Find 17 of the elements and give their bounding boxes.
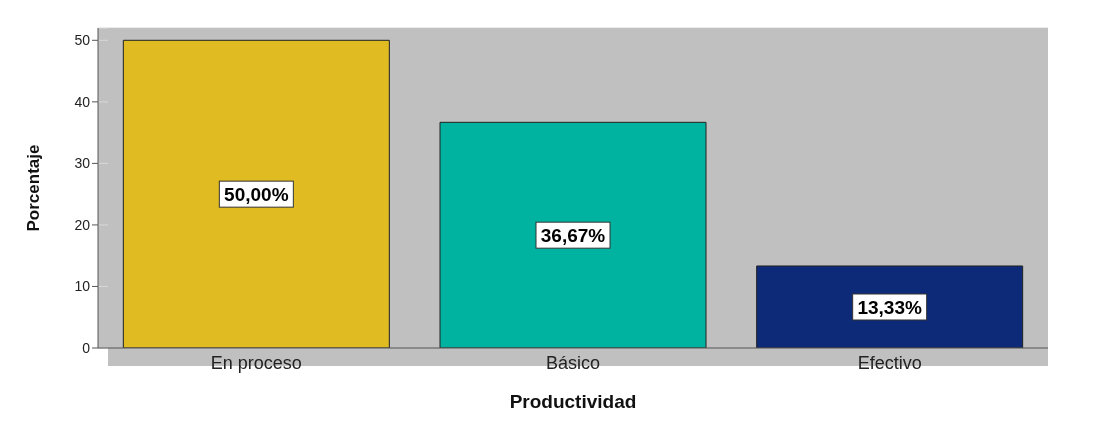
bar <box>439 121 707 348</box>
data-label: 13,33% <box>857 296 922 318</box>
y-tick-label: 30 <box>74 155 91 172</box>
y-tick-label: 50 <box>74 32 91 49</box>
x-axis-title: Productividad <box>509 391 637 412</box>
y-axis-title: Porcentaje <box>24 144 44 232</box>
y-tick-label: 40 <box>74 93 91 110</box>
bar <box>122 39 390 348</box>
data-label: 36,67% <box>540 225 606 247</box>
y-tick-label: 0 <box>82 339 91 356</box>
x-tick-label: En proceso <box>210 352 302 373</box>
x-tick-label: Básico <box>545 352 601 373</box>
x-tick-label: Efectivo <box>857 352 922 373</box>
y-tick-label: 10 <box>74 278 91 295</box>
y-tick-label: 20 <box>74 216 91 233</box>
bar <box>756 265 1024 348</box>
data-label: 50,00% <box>224 184 289 206</box>
